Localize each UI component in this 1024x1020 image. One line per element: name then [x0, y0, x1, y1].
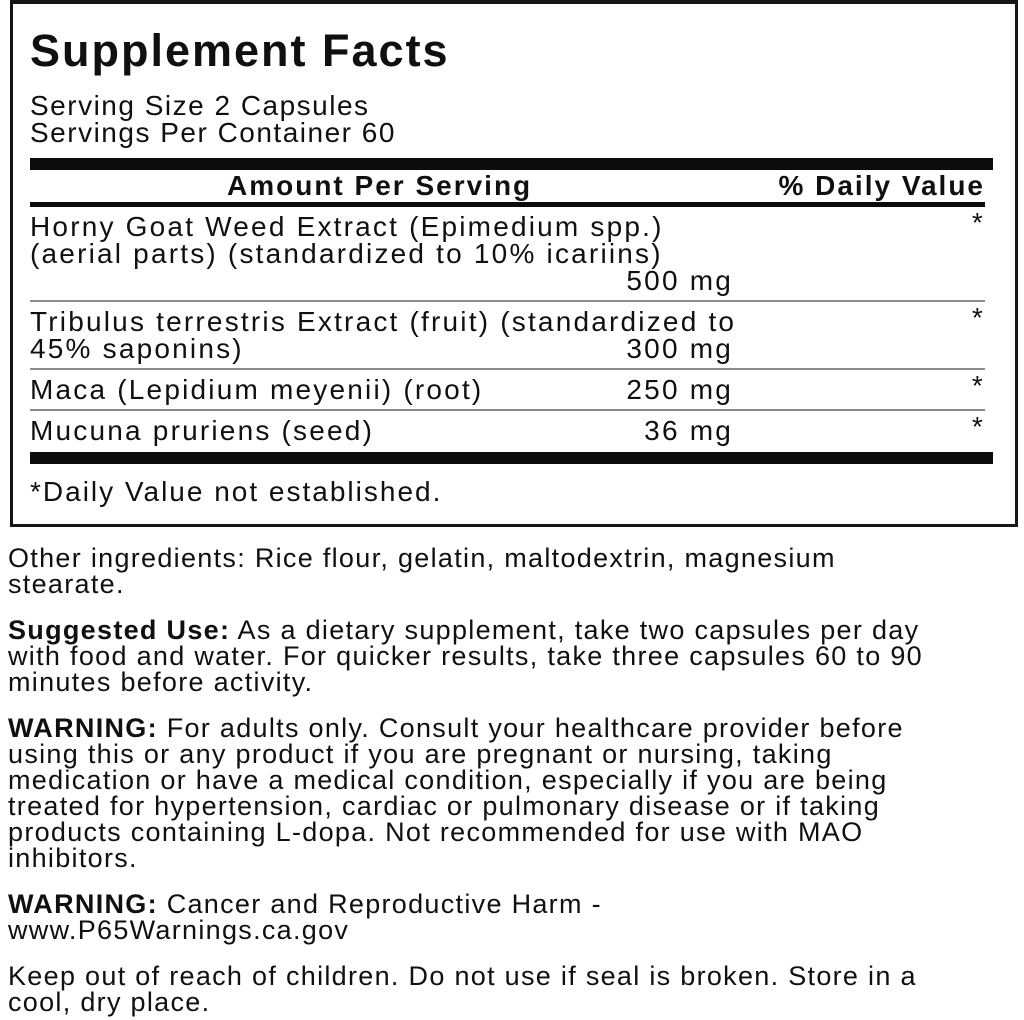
ingredient-name: Maca (Lepidium meyenii) (root)	[30, 374, 484, 405]
ingredient-name: Horny Goat Weed Extract (Epimedium spp.)	[30, 211, 664, 242]
panel-title: Supplement Facts	[30, 25, 450, 76]
daily-value-asterisk: *	[971, 207, 985, 238]
row-divider	[30, 409, 985, 411]
daily-value-footnote: *Daily Value not established.	[30, 476, 443, 507]
row-divider	[30, 300, 985, 302]
daily-value-header: % Daily Value	[778, 170, 985, 201]
warning-label: WARNING:	[8, 713, 158, 743]
warning-paragraph: WARNING: For adults only. Consult your h…	[8, 713, 1016, 873]
ingredient-row-horny-goat-weed: Horny Goat Weed Extract (Epimedium spp.)…	[30, 207, 985, 300]
ingredient-row-mucuna: Mucuna pruriens (seed) 36 mg *	[30, 411, 985, 450]
prop65-warning-paragraph: WARNING: Cancer and Reproductive Harm - …	[8, 889, 1016, 945]
daily-value-asterisk: *	[971, 302, 985, 333]
serving-info: Serving Size 2 Capsules Servings Per Con…	[30, 90, 985, 148]
ingredient-amount: 250 mg	[626, 374, 733, 405]
suggested-use-paragraph: Suggested Use: As a dietary supplement, …	[8, 615, 1016, 697]
ingredient-row-maca: Maca (Lepidium meyenii) (root) 250 mg *	[30, 370, 985, 409]
supplement-facts-panel: Supplement Facts Serving Size 2 Capsules…	[10, 0, 1018, 527]
ingredient-name-line2: (aerial parts) (standardized to 10% icar…	[30, 238, 663, 269]
table-header-row: Amount Per Serving % Daily Value	[30, 172, 985, 200]
ingredient-name: Tribulus terrestris Extract (fruit) (sta…	[30, 306, 737, 337]
serving-size: Serving Size 2 Capsules	[30, 90, 370, 121]
daily-value-asterisk: *	[971, 411, 985, 442]
suggested-use-label: Suggested Use:	[8, 615, 231, 645]
header-rule	[30, 202, 985, 207]
label-info-text: Other ingredients: Rice flour, gelatin, …	[8, 543, 1016, 1017]
ingredient-amount: 36 mg	[644, 415, 733, 446]
ingredient-name: Mucuna pruriens (seed)	[30, 415, 375, 446]
servings-per-container: Servings Per Container 60	[30, 117, 396, 148]
other-ingredients-text: Other ingredients: Rice flour, gelatin, …	[8, 543, 836, 599]
ingredient-amount: 300 mg	[626, 333, 733, 364]
warning-text: For adults only. Consult your healthcare…	[8, 713, 904, 873]
amount-per-serving-header: Amount Per Serving	[227, 170, 533, 201]
prop65-warning-text: Cancer and Reproductive Harm - www.P65Wa…	[8, 889, 602, 945]
ingredient-name-line2: 45% saponins)	[30, 333, 244, 364]
ingredient-row-tribulus: Tribulus terrestris Extract (fruit) (sta…	[30, 302, 985, 368]
ingredient-amount: 500 mg	[626, 265, 733, 296]
suggested-use-text: As a dietary supplement, take two capsul…	[8, 615, 923, 697]
prop65-warning-label: WARNING:	[8, 889, 158, 919]
bottom-separator-bar	[30, 452, 993, 464]
storage-paragraph: Keep out of reach of children. Do not us…	[8, 961, 1016, 1017]
top-separator-bar	[30, 158, 993, 170]
storage-text: Keep out of reach of children. Do not us…	[8, 961, 917, 1017]
row-divider	[30, 368, 985, 370]
other-ingredients-paragraph: Other ingredients: Rice flour, gelatin, …	[8, 543, 1016, 599]
daily-value-asterisk: *	[971, 370, 985, 401]
